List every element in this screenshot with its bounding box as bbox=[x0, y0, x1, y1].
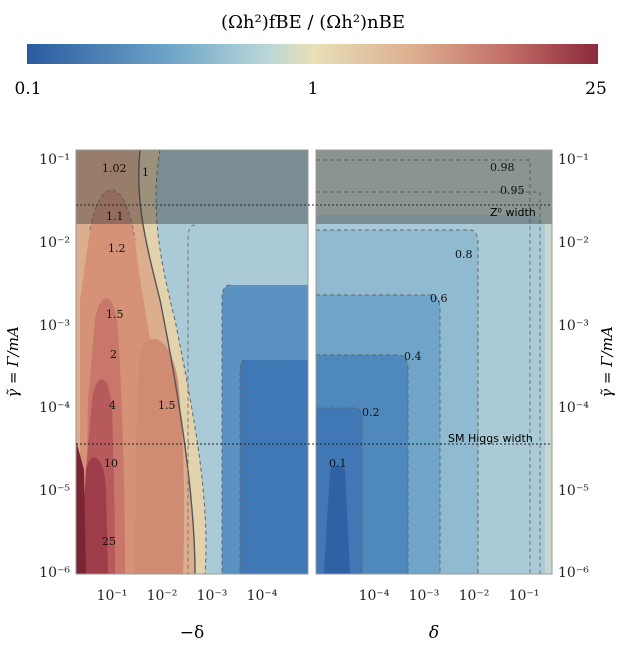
y-tick-left: 10⁻⁶ bbox=[39, 565, 70, 581]
contour-label: 0.2 bbox=[362, 406, 380, 419]
x-tick-right: 10⁻³ bbox=[409, 588, 440, 604]
contour-label: 1 bbox=[142, 166, 149, 179]
colorbar-label-max: 25 bbox=[585, 79, 607, 99]
y-tick-right: 10⁻⁴ bbox=[558, 400, 589, 416]
colorbar-label-mid: 1 bbox=[308, 79, 319, 99]
contour-label: 0.98 bbox=[490, 161, 515, 174]
z0-width-label: Z⁰ width bbox=[490, 206, 536, 219]
x-tick-right: 10⁻¹ bbox=[509, 588, 540, 604]
x-tick-right: 10⁻² bbox=[459, 588, 490, 604]
sm-higgs-width-label: SM Higgs width bbox=[448, 432, 533, 445]
contour-label: 0.8 bbox=[455, 248, 473, 261]
right-panel-frame bbox=[315, 149, 553, 575]
colorbar bbox=[27, 44, 598, 64]
x-axis-label-left: −δ bbox=[180, 623, 204, 643]
contour-label: 4 bbox=[109, 399, 116, 412]
contour-label: 1.5 bbox=[106, 308, 124, 321]
left-panel-frame bbox=[75, 149, 309, 575]
y-axis-label-left: γ̃ = Γ/mA bbox=[4, 326, 22, 398]
contour-label: 25 bbox=[102, 535, 116, 548]
y-tick-left: 10⁻⁴ bbox=[39, 400, 70, 416]
contour-label: 0.4 bbox=[404, 350, 422, 363]
y-tick-left: 10⁻¹ bbox=[39, 152, 70, 168]
x-tick-left: 10⁻¹ bbox=[97, 588, 128, 604]
x-axis-label-right: δ bbox=[429, 623, 439, 643]
y-axis-label-right: γ̃ = Γ/mA bbox=[598, 326, 616, 398]
contour-label: 1.5 bbox=[158, 399, 176, 412]
colorbar-title: (Ωh²)fBE / (Ωh²)nBE bbox=[221, 12, 405, 33]
y-tick-left: 10⁻⁵ bbox=[39, 483, 70, 499]
contour-label: 1.1 bbox=[106, 210, 124, 223]
x-tick-left: 10⁻² bbox=[147, 588, 178, 604]
y-tick-right: 10⁻⁵ bbox=[558, 483, 589, 499]
y-tick-left: 10⁻³ bbox=[39, 318, 70, 334]
contour-label: 2 bbox=[110, 348, 117, 361]
y-tick-right: 10⁻⁶ bbox=[558, 565, 589, 581]
contour-label: 0.1 bbox=[329, 457, 347, 470]
y-tick-right: 10⁻² bbox=[558, 235, 589, 251]
colorbar-label-min: 0.1 bbox=[14, 79, 41, 99]
x-tick-left: 10⁻³ bbox=[197, 588, 228, 604]
contour-label: 0.95 bbox=[500, 184, 525, 197]
contour-label: 0.6 bbox=[430, 292, 448, 305]
contour-label: 1.02 bbox=[102, 162, 127, 175]
contour-label: 10 bbox=[104, 457, 118, 470]
y-tick-right: 10⁻¹ bbox=[558, 152, 589, 168]
right-panel bbox=[316, 150, 552, 574]
y-tick-left: 10⁻² bbox=[39, 235, 70, 251]
contour-label: 1.2 bbox=[108, 242, 126, 255]
x-tick-right: 10⁻⁴ bbox=[359, 588, 390, 604]
left-panel bbox=[76, 150, 308, 574]
y-tick-right: 10⁻³ bbox=[558, 318, 589, 334]
x-tick-left: 10⁻⁴ bbox=[247, 588, 278, 604]
